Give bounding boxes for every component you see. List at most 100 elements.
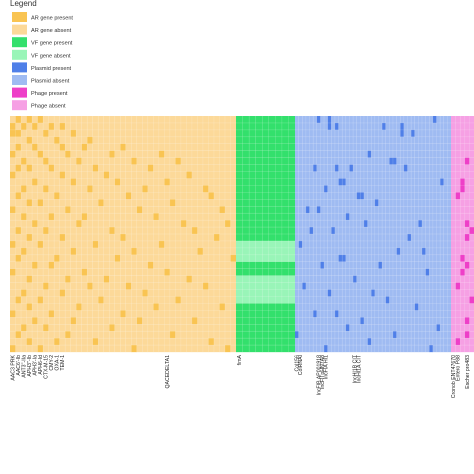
heatmap-cell-absent bbox=[363, 254, 368, 262]
heatmap-cell-absent bbox=[131, 331, 137, 339]
heatmap-cell-absent bbox=[32, 240, 38, 249]
heatmap-cell-absent bbox=[469, 220, 474, 228]
heatmap-cell-present bbox=[10, 129, 16, 137]
heatmap-cell-absent bbox=[175, 199, 182, 207]
heatmap-cell-absent bbox=[407, 116, 412, 124]
heatmap-cell-absent bbox=[186, 268, 193, 276]
heatmap-cell-present bbox=[236, 157, 243, 165]
heatmap-cell-absent bbox=[421, 261, 426, 269]
heatmap-cell-absent bbox=[208, 303, 215, 311]
heatmap-cell-absent bbox=[103, 331, 110, 339]
heatmap-cell-absent bbox=[378, 296, 383, 304]
heatmap-cell-absent bbox=[142, 303, 148, 311]
heatmap-cell-absent bbox=[213, 247, 220, 255]
heatmap-cell-absent bbox=[98, 164, 104, 172]
heatmap-cell-absent bbox=[324, 171, 328, 179]
heatmap-cell-present bbox=[197, 247, 204, 255]
heatmap-cell-absent bbox=[10, 192, 16, 200]
heatmap-cell-present bbox=[191, 227, 198, 235]
heatmap-cell-absent bbox=[421, 289, 426, 297]
heatmap-cell-absent bbox=[158, 164, 165, 172]
heatmap-cell-absent bbox=[10, 331, 16, 339]
heatmap-cell-absent bbox=[367, 303, 372, 311]
heatmap-cell-absent bbox=[425, 331, 430, 339]
heatmap-cell-absent bbox=[136, 157, 143, 165]
heatmap-cell-absent bbox=[345, 150, 350, 158]
heatmap-cell-absent bbox=[316, 136, 321, 144]
heatmap-cell-absent bbox=[76, 206, 82, 214]
heatmap-cell-present bbox=[87, 185, 93, 193]
heatmap-cell-absent bbox=[353, 122, 357, 131]
heatmap-cell-absent bbox=[429, 122, 434, 131]
heatmap-cell-absent bbox=[382, 324, 386, 332]
heatmap-cell-present bbox=[298, 240, 303, 249]
heatmap-cell-absent bbox=[411, 178, 415, 186]
heatmap-cell-absent bbox=[81, 150, 88, 158]
heatmap-cell-absent bbox=[48, 345, 55, 353]
heatmap-cell-absent bbox=[87, 234, 93, 242]
heatmap-cell-absent bbox=[43, 220, 49, 228]
heatmap-cell-absent bbox=[164, 303, 170, 311]
heatmap-cell-absent bbox=[125, 261, 132, 269]
heatmap-cell-absent bbox=[403, 275, 408, 283]
heatmap-cell-absent bbox=[142, 268, 148, 276]
heatmap-cell-absent bbox=[455, 206, 461, 214]
heatmap-cell-absent bbox=[460, 317, 465, 325]
heatmap-cell-absent bbox=[396, 331, 401, 339]
heatmap-cell-absent bbox=[360, 240, 365, 249]
heatmap-cell-absent bbox=[224, 268, 231, 276]
heatmap-cell-absent bbox=[429, 192, 434, 200]
heatmap-cell-absent bbox=[443, 143, 448, 151]
heatmap-cell-absent bbox=[87, 240, 93, 249]
heatmap-cell-absent bbox=[208, 185, 215, 193]
heatmap-cell-absent bbox=[407, 157, 412, 165]
heatmap-cell-absent bbox=[367, 206, 372, 214]
heatmap-cell-absent bbox=[327, 206, 332, 214]
heatmap-cell-absent bbox=[48, 178, 55, 186]
heatmap-cell-absent bbox=[298, 220, 303, 228]
heatmap-cell-absent bbox=[455, 240, 461, 249]
heatmap-cell-present bbox=[242, 122, 250, 131]
heatmap-cell-absent bbox=[302, 199, 307, 207]
heatmap-cell-absent bbox=[378, 254, 383, 262]
heatmap-cell-absent bbox=[164, 254, 170, 262]
heatmap-cell-absent bbox=[230, 213, 237, 221]
heatmap-cell-absent bbox=[103, 303, 110, 311]
heatmap-cell-absent bbox=[153, 192, 159, 200]
heatmap-cell-present bbox=[249, 129, 256, 137]
heatmap-cell-absent bbox=[469, 247, 474, 255]
heatmap-cell-absent bbox=[353, 213, 357, 221]
heatmap-cell-absent bbox=[92, 150, 99, 158]
heatmap-cell-absent bbox=[175, 116, 182, 124]
heatmap-cell-absent bbox=[356, 303, 361, 311]
grid-lines bbox=[236, 116, 295, 352]
heatmap-cell-absent bbox=[10, 227, 16, 235]
heatmap-cell-absent bbox=[334, 178, 339, 186]
heatmap-cell-absent bbox=[411, 296, 415, 304]
heatmap-cell-present bbox=[219, 206, 226, 214]
heatmap-cell-absent bbox=[213, 261, 220, 269]
heatmap-cell-absent bbox=[236, 254, 243, 262]
heatmap-cell-absent bbox=[418, 199, 423, 207]
heatmap-cell-absent bbox=[378, 338, 383, 346]
heatmap-cell-present bbox=[320, 261, 325, 269]
heatmap-cell-present bbox=[268, 213, 276, 221]
heatmap-cell-absent bbox=[320, 275, 325, 283]
heatmap-cell-absent bbox=[363, 129, 368, 137]
heatmap-cell-present bbox=[242, 345, 250, 353]
heatmap-cell-absent bbox=[32, 213, 38, 221]
heatmap-cell-present bbox=[268, 116, 276, 124]
heatmap-cell-absent bbox=[469, 338, 474, 346]
heatmap-cell-absent bbox=[320, 220, 325, 228]
heatmap-cell-absent bbox=[407, 178, 412, 186]
heatmap-cell-present bbox=[236, 303, 243, 311]
heatmap-cell-absent bbox=[92, 282, 99, 290]
heatmap-cell-present bbox=[26, 275, 33, 283]
heatmap-cell-absent bbox=[37, 185, 44, 193]
heatmap-cell-absent bbox=[455, 220, 461, 228]
heatmap-cell-present bbox=[65, 206, 71, 214]
heatmap-cell-absent bbox=[70, 116, 77, 124]
heatmap-cell-absent bbox=[356, 240, 361, 249]
heatmap-cell-absent bbox=[425, 116, 430, 124]
heatmap-cell-absent bbox=[76, 185, 82, 193]
